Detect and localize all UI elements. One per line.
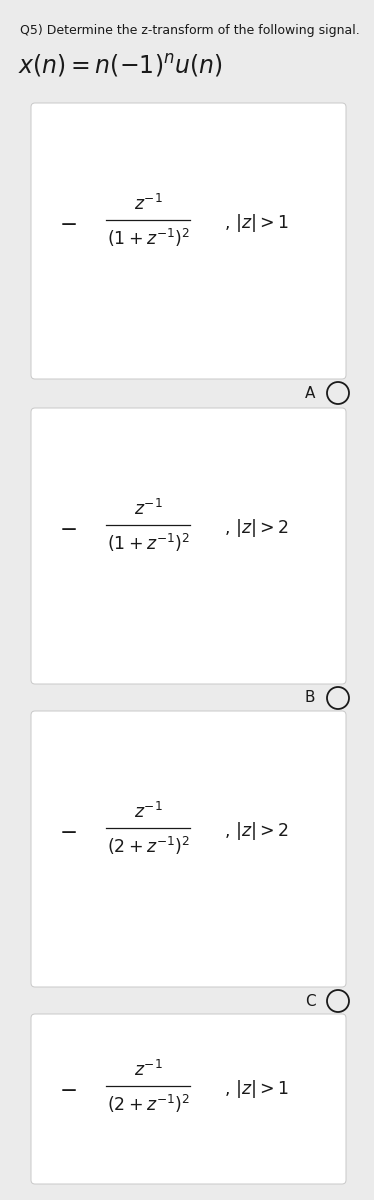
Text: Q5) Determine the z-transform of the following signal.: Q5) Determine the z-transform of the fol… [20,24,360,37]
Text: $-$: $-$ [59,821,77,840]
FancyBboxPatch shape [31,408,346,684]
Text: $(1+z^{-1})^2$: $(1+z^{-1})^2$ [107,532,190,553]
Text: $z^{-1}$: $z^{-1}$ [134,193,162,214]
FancyBboxPatch shape [31,710,346,986]
Text: $,\,|z|>2$: $,\,|z|>2$ [224,516,289,539]
Text: $,\,|z|>1$: $,\,|z|>1$ [224,1078,289,1100]
Text: $,\,|z|>2$: $,\,|z|>2$ [224,820,289,841]
Text: B: B [305,690,315,706]
Text: $z^{-1}$: $z^{-1}$ [134,802,162,822]
Text: $-$: $-$ [59,212,77,233]
Text: $(1+z^{-1})^2$: $(1+z^{-1})^2$ [107,227,190,248]
Text: A: A [305,385,315,401]
Text: $-$: $-$ [59,1079,77,1099]
Text: $(2+z^{-1})^2$: $(2+z^{-1})^2$ [107,1093,190,1115]
FancyBboxPatch shape [31,1014,346,1184]
Text: $(2+z^{-1})^2$: $(2+z^{-1})^2$ [107,834,190,857]
FancyBboxPatch shape [31,103,346,379]
Text: $x(n) = n(-1)^{n}u(n)$: $x(n) = n(-1)^{n}u(n)$ [18,52,223,79]
Text: $z^{-1}$: $z^{-1}$ [134,1060,162,1080]
Text: C: C [305,994,315,1008]
Text: $-$: $-$ [59,517,77,538]
Text: $z^{-1}$: $z^{-1}$ [134,498,162,518]
Text: $,\,|z|>1$: $,\,|z|>1$ [224,211,289,234]
